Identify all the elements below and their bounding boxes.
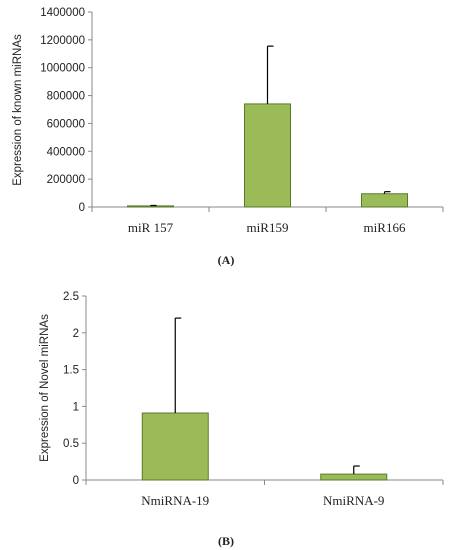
x-tick-label: miR166 <box>364 220 406 235</box>
bar <box>244 103 291 208</box>
y-tick-label: 1 <box>73 401 79 413</box>
y-tick-label: 1200000 <box>40 35 85 47</box>
x-tick-label: miR159 <box>247 220 289 235</box>
bar <box>141 412 209 481</box>
y-tick-label: 400000 <box>47 146 85 158</box>
y-tick-label: 1000000 <box>40 63 85 75</box>
y-tick-label: 200000 <box>47 174 85 186</box>
chart-panel-a: 0 200000 400000 600000 800000 1000000 1200000 1… <box>40 7 444 235</box>
y-tick-label: 0 <box>73 475 79 487</box>
panel-b-label: (B) <box>218 534 234 548</box>
y-tick-label: 0 <box>79 202 85 214</box>
y-tick-label: 0.5 <box>63 438 79 450</box>
panel-a-ylabel: Expression of known miRNAs <box>12 34 24 186</box>
y-tick-label: 2.5 <box>63 291 79 303</box>
y-tick-label: 600000 <box>47 118 85 130</box>
panel-b-ylabel: Expression of Novel miRNAs <box>39 314 51 462</box>
y-tick-label: 1.5 <box>63 365 79 377</box>
x-tick-label: NmiRNA-19 <box>141 493 209 508</box>
chart-panel-b: 0 0.5 1 1.5 2 2.5 NmiRNA-19 NmiRNA-9 <box>63 291 444 508</box>
x-tick-label: NmiRNA-9 <box>323 493 384 508</box>
y-tick-label: 800000 <box>47 91 85 103</box>
bar <box>361 193 408 208</box>
panel-a-label: (A) <box>218 253 235 267</box>
y-tick-label: 2 <box>73 328 79 340</box>
x-tick-label: miR 157 <box>128 220 174 235</box>
y-tick-label: 1400000 <box>40 7 85 19</box>
bar <box>320 473 388 481</box>
